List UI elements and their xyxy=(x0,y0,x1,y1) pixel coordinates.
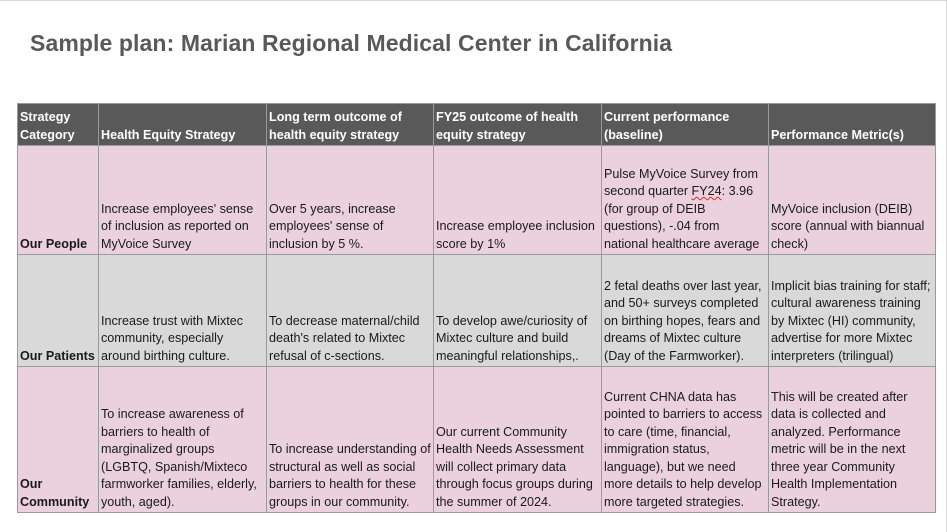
category-cell: Our Community xyxy=(17,366,99,513)
category-cell: Our People xyxy=(17,145,99,255)
sample-plan-table: Strategy Category Health Equity Strategy… xyxy=(17,103,936,513)
table-row-our-patients: Our Patients Increase trust with Mixtec … xyxy=(17,254,936,367)
header-current-performance: Current performance (baseline) xyxy=(601,103,769,146)
baseline-cell: Current CHNA data has pointed to barrier… xyxy=(601,366,769,513)
header-performance-metrics: Performance Metric(s) xyxy=(768,103,936,146)
baseline-cell: Pulse MyVoice Survey from second quarter… xyxy=(601,145,769,255)
header-long-term-outcome: Long term outcome of health equity strat… xyxy=(266,103,434,146)
fy25-outcome-cell: Increase employee inclusion score by 1% xyxy=(433,145,602,255)
table-row-our-people: Our People Increase employees' sense of … xyxy=(17,145,936,255)
header-strategy-category: Strategy Category xyxy=(17,103,99,146)
strategy-cell: Increase trust with Mixtec community, es… xyxy=(98,254,267,367)
baseline-text: Pulse MyVoice Survey from second quarter xyxy=(604,166,758,199)
fy25-outcome-cell: To develop awe/curiosity of Mixtec cultu… xyxy=(433,254,602,367)
header-fy25-outcome: FY25 outcome of health equity strategy xyxy=(433,103,602,146)
strategy-cell: Increase employees' sense of inclusion a… xyxy=(98,145,267,255)
table-row-our-community: Our Community To increase awareness of b… xyxy=(17,366,936,513)
long-term-outcome-cell: To increase understanding of structural … xyxy=(266,366,434,513)
baseline-text-cont: : 3.96 (for group of DEIB questions), -.… xyxy=(604,184,760,251)
fy25-outcome-cell: Our current Community Health Needs Asses… xyxy=(433,366,602,513)
header-health-equity-strategy: Health Equity Strategy xyxy=(98,103,267,146)
long-term-outcome-cell: To decrease maternal/child death's relat… xyxy=(266,254,434,367)
header-row: Strategy Category Health Equity Strategy… xyxy=(17,103,936,146)
category-cell: Our Patients xyxy=(17,254,99,367)
long-term-outcome-cell: Over 5 years, increase employees' sense … xyxy=(266,145,434,255)
metric-cell: This will be created after data is colle… xyxy=(768,366,936,513)
slide-title: Sample plan: Marian Regional Medical Cen… xyxy=(30,30,673,56)
baseline-cell: 2 fetal deaths over last year, and 50+ s… xyxy=(601,254,769,367)
strategy-cell: To increase awareness of barriers to hea… xyxy=(98,366,267,513)
metric-cell: MyVoice inclusion (DEIB) score (annual w… xyxy=(768,145,936,255)
spellcheck-flagged-word: FY24 xyxy=(691,184,722,198)
metric-cell: Implicit bias training for staff; cultur… xyxy=(768,254,936,367)
